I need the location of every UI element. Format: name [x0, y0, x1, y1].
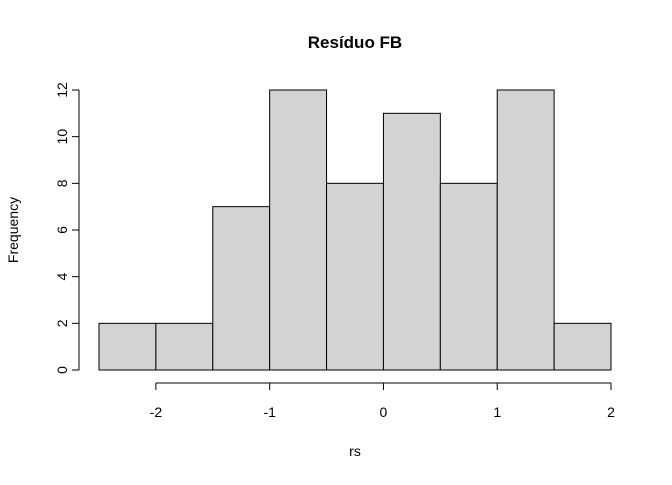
- x-axis-label: rs: [349, 443, 361, 459]
- histogram-bar: [212, 206, 271, 371]
- y-tick-label: 6: [54, 226, 70, 234]
- x-tick-label: 2: [607, 404, 615, 420]
- histogram-bar: [439, 182, 498, 371]
- y-tick-label: 0: [54, 366, 70, 374]
- y-tick-label: 2: [54, 319, 70, 327]
- chart-title: Resíduo FB: [308, 33, 402, 52]
- x-tick-label: -2: [150, 404, 163, 420]
- y-tick-label: 4: [54, 273, 70, 281]
- histogram-bar: [326, 182, 384, 371]
- y-tick-label: 12: [54, 82, 70, 98]
- histogram-bar: [496, 89, 555, 371]
- histogram-bar: [553, 322, 612, 371]
- bars-group: [98, 89, 612, 371]
- y-axis: 0 2 4 6 8 10 12: [54, 82, 80, 374]
- x-tick-label: 0: [380, 404, 388, 420]
- x-tick-label: -1: [263, 404, 276, 420]
- x-tick-label: 1: [493, 404, 501, 420]
- y-tick-label: 8: [54, 179, 70, 187]
- histogram-bar: [382, 112, 441, 371]
- y-axis-label: Frequency: [5, 197, 21, 263]
- x-axis: -2 -1 0 1 2: [150, 382, 615, 420]
- histogram-bar: [98, 322, 157, 371]
- histogram-bar: [155, 322, 214, 371]
- histogram-bar: [269, 89, 328, 371]
- y-tick-label: 10: [54, 129, 70, 145]
